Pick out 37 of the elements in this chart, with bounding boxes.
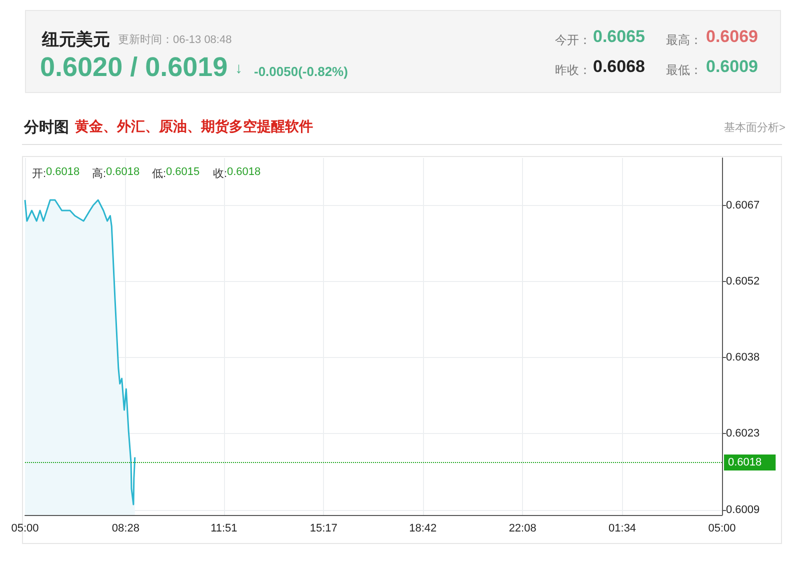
y-tick-label: 0.6009 (726, 504, 760, 516)
text: 最低： (666, 62, 702, 79)
x-tick-label: 08:28 (112, 522, 140, 534)
y-tick-label: 0.6023 (726, 428, 760, 440)
x-tick-label: 15:17 (310, 522, 338, 534)
annotation: 0.6015 (166, 166, 200, 178)
annotation: 0.6018 (46, 166, 80, 178)
text: 基本面分析> (724, 121, 786, 135)
annotation: 0.6018 (106, 166, 140, 178)
annotation: 0.6018 (227, 166, 261, 178)
x-tick-label: 18:42 (409, 522, 437, 534)
annotation: 低: (152, 167, 166, 181)
ref-line-label: 0.6018 (728, 456, 762, 468)
text: 0.6069 (706, 27, 758, 47)
annotation: 开: (32, 167, 46, 181)
annotation: 高: (92, 166, 106, 181)
text: 昨收： (555, 62, 591, 79)
x-tick-label: 01:34 (608, 522, 636, 534)
text: 最高： (666, 32, 702, 49)
y-tick-label: 0.6052 (726, 275, 760, 288)
y-tick-label: 0.6038 (726, 352, 760, 364)
x-tick-label: 22:08 (508, 522, 536, 534)
text: 更新时间：06-13 08:48 (118, 32, 232, 47)
chart-subtitle: 分时图 (24, 118, 69, 137)
x-tick-label: 11:51 (210, 522, 238, 534)
x-tick-label: 05:00 (11, 522, 39, 534)
text: 0.6020 / 0.6019 (40, 52, 228, 83)
y-tick-label: 0.6067 (726, 199, 760, 212)
chart-title: 纽元美元 (42, 29, 110, 51)
text: 今开： (555, 32, 591, 49)
annotation: 收: (213, 167, 228, 181)
text: 0.6068 (593, 57, 645, 77)
text: -0.0050(-0.82%) (254, 64, 348, 79)
text: ↓ (235, 60, 242, 77)
text: 黄金、外汇、原油、期货多空提醒软件 (75, 118, 313, 136)
text: 0.6065 (593, 27, 645, 47)
x-tick-label: 05:00 (708, 522, 736, 534)
